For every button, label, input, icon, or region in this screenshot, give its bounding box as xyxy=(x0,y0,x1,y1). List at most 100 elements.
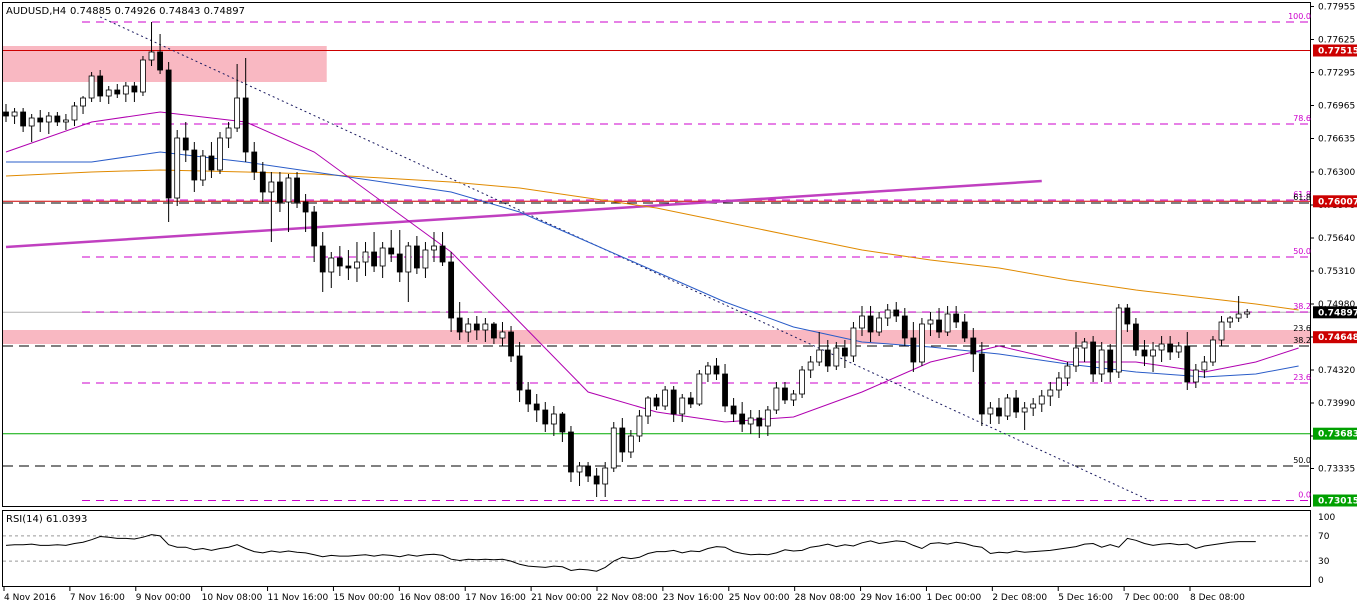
candle[interactable] xyxy=(1004,394,1011,420)
candle[interactable] xyxy=(71,102,78,126)
candle[interactable] xyxy=(1038,390,1045,412)
candle[interactable] xyxy=(37,110,44,132)
candle[interactable] xyxy=(516,342,523,402)
candle[interactable] xyxy=(1141,340,1148,366)
candle[interactable] xyxy=(705,362,711,382)
candle[interactable] xyxy=(756,410,763,438)
candle[interactable] xyxy=(225,122,232,148)
candle[interactable] xyxy=(970,328,977,372)
candle[interactable] xyxy=(1090,336,1097,382)
candle[interactable] xyxy=(1201,356,1208,378)
candle[interactable] xyxy=(730,398,737,422)
candle[interactable] xyxy=(627,430,634,458)
candle[interactable] xyxy=(807,356,814,378)
candle[interactable] xyxy=(499,322,506,346)
candle[interactable] xyxy=(525,382,532,412)
candle[interactable] xyxy=(696,370,703,406)
candle[interactable] xyxy=(850,322,857,362)
candle[interactable] xyxy=(54,112,61,126)
candle[interactable] xyxy=(191,142,198,192)
candle[interactable] xyxy=(884,304,891,326)
candle[interactable] xyxy=(508,326,514,362)
candle[interactable] xyxy=(910,322,917,372)
candle[interactable] xyxy=(841,340,848,368)
candle[interactable] xyxy=(576,462,583,486)
candle[interactable] xyxy=(568,426,574,482)
candle[interactable] xyxy=(1192,364,1199,388)
candle[interactable] xyxy=(413,236,420,274)
candle[interactable] xyxy=(679,394,686,422)
candle[interactable] xyxy=(1124,304,1131,332)
candle[interactable] xyxy=(345,250,352,280)
candle[interactable] xyxy=(1235,296,1242,322)
candle[interactable] xyxy=(593,468,600,497)
candle[interactable] xyxy=(747,410,754,434)
candle[interactable] xyxy=(764,406,771,436)
candle[interactable] xyxy=(328,252,335,288)
candle[interactable] xyxy=(867,306,874,342)
candle[interactable] xyxy=(636,410,643,442)
candle[interactable] xyxy=(465,318,472,342)
candle[interactable] xyxy=(148,22,155,66)
candle[interactable] xyxy=(722,364,728,412)
candle[interactable] xyxy=(824,340,831,372)
candle[interactable] xyxy=(259,162,266,202)
candle[interactable] xyxy=(45,112,52,134)
candle[interactable] xyxy=(1184,332,1191,390)
candle[interactable] xyxy=(405,242,412,302)
candle[interactable] xyxy=(790,390,797,406)
candle[interactable] xyxy=(371,232,377,272)
candle[interactable] xyxy=(456,302,463,340)
candle[interactable] xyxy=(105,86,112,104)
candle[interactable] xyxy=(662,386,669,410)
candle[interactable] xyxy=(1210,336,1216,366)
candle[interactable] xyxy=(1081,338,1088,362)
candle[interactable] xyxy=(182,122,189,162)
candle[interactable] xyxy=(208,142,215,178)
candle[interactable] xyxy=(713,358,720,380)
candle[interactable] xyxy=(234,64,241,132)
candle[interactable] xyxy=(542,402,549,432)
candle[interactable] xyxy=(996,398,1002,424)
candle[interactable] xyxy=(1055,372,1062,398)
candle[interactable] xyxy=(919,318,925,366)
candle[interactable] xyxy=(277,172,283,212)
candle[interactable] xyxy=(302,194,309,232)
candle[interactable] xyxy=(670,386,677,422)
candle[interactable] xyxy=(550,406,557,436)
candle[interactable] xyxy=(1115,304,1122,378)
candle[interactable] xyxy=(602,462,609,497)
candle[interactable] xyxy=(422,242,429,278)
candle[interactable] xyxy=(585,462,591,482)
candle[interactable] xyxy=(927,312,934,336)
candle[interactable] xyxy=(491,322,497,344)
candle[interactable] xyxy=(88,72,95,102)
candle[interactable] xyxy=(268,172,275,242)
candle[interactable] xyxy=(1064,362,1071,386)
candle[interactable] xyxy=(1098,342,1105,382)
candle[interactable] xyxy=(1167,336,1174,360)
candle[interactable] xyxy=(319,232,326,292)
candle[interactable] xyxy=(165,62,172,222)
candle[interactable] xyxy=(978,342,985,426)
candle[interactable] xyxy=(294,172,300,208)
candle[interactable] xyxy=(473,316,480,340)
candle[interactable] xyxy=(1013,390,1019,418)
candle[interactable] xyxy=(1218,316,1225,346)
candle[interactable] xyxy=(816,332,823,366)
candle[interactable] xyxy=(645,396,651,424)
candle[interactable] xyxy=(653,394,660,410)
candle[interactable] xyxy=(97,70,104,102)
candle[interactable] xyxy=(396,230,403,282)
candle[interactable] xyxy=(876,312,883,336)
candle[interactable] xyxy=(619,418,626,462)
candle[interactable] xyxy=(1150,342,1156,372)
candle[interactable] xyxy=(336,246,343,276)
candle[interactable] xyxy=(610,422,617,472)
candlestick-layer[interactable] xyxy=(3,22,1251,497)
candle[interactable] xyxy=(893,302,900,322)
candle[interactable] xyxy=(859,306,865,336)
candle[interactable] xyxy=(782,382,788,404)
candle[interactable] xyxy=(559,412,566,442)
candle[interactable] xyxy=(833,342,840,370)
